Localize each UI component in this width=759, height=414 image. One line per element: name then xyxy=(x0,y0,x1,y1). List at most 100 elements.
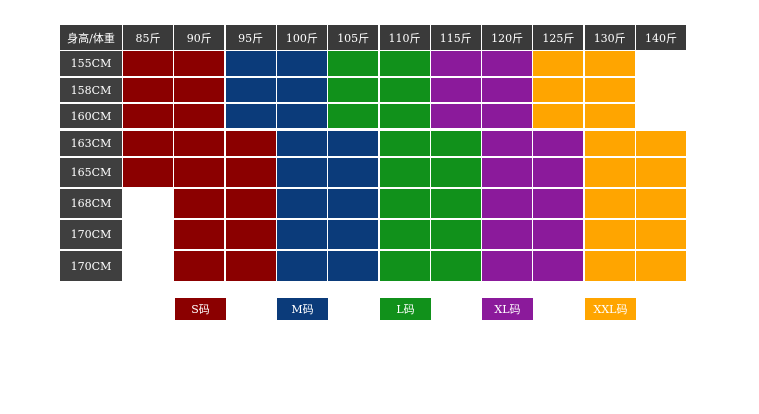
size-cell xyxy=(636,158,686,187)
size-cell xyxy=(482,51,533,76)
header-cell: 95斤 xyxy=(225,25,276,50)
size-cell xyxy=(174,251,225,281)
size-cell xyxy=(533,251,584,281)
header-cell: 120斤 xyxy=(482,25,533,50)
size-cell xyxy=(584,104,635,128)
size-cell xyxy=(430,131,481,156)
size-cell xyxy=(379,51,430,76)
header-cell: 85斤 xyxy=(123,25,173,50)
size-cell xyxy=(482,220,533,249)
header-cell: 125斤 xyxy=(533,25,584,50)
size-cell xyxy=(379,189,430,218)
size-cell xyxy=(430,189,481,218)
size-cell xyxy=(328,104,379,128)
size-cell xyxy=(482,251,533,281)
size-cell xyxy=(276,189,327,218)
size-cell xyxy=(636,189,686,218)
size-cell xyxy=(482,104,533,128)
row-label: 160CM xyxy=(60,104,122,128)
size-cell xyxy=(482,78,533,102)
header-cell: 105斤 xyxy=(328,25,379,50)
size-cell xyxy=(225,158,276,187)
size-cell xyxy=(430,51,481,76)
row-label: 158CM xyxy=(60,78,122,102)
size-cell xyxy=(276,78,327,102)
header-cell: 100斤 xyxy=(276,25,327,50)
size-cell xyxy=(328,51,379,76)
size-cell xyxy=(379,251,430,281)
row-label: 163CM xyxy=(60,131,122,156)
size-cell xyxy=(225,189,276,218)
size-cell xyxy=(533,51,584,76)
size-cell xyxy=(174,131,225,156)
size-cell xyxy=(225,251,276,281)
row-label: 168CM xyxy=(60,189,122,218)
legend-item: L码 xyxy=(380,298,431,320)
size-cell xyxy=(174,220,225,249)
legend-item: XL码 xyxy=(482,298,533,320)
header-cell: 110斤 xyxy=(379,25,430,50)
size-cell xyxy=(276,104,327,128)
size-cell xyxy=(533,104,584,128)
size-cell xyxy=(276,220,327,249)
size-cell xyxy=(328,189,379,218)
header-cell: 130斤 xyxy=(584,25,635,50)
header-cell: 140斤 xyxy=(636,25,686,50)
size-cell xyxy=(225,104,276,128)
size-cell xyxy=(225,131,276,156)
size-cell xyxy=(533,131,584,156)
size-cell xyxy=(533,189,584,218)
size-cell xyxy=(430,158,481,187)
header-cell: 身高/体重 xyxy=(60,25,122,50)
size-cell xyxy=(123,131,173,156)
size-cell xyxy=(636,131,686,156)
size-cell xyxy=(174,104,225,128)
size-cell xyxy=(584,189,635,218)
row-label: 155CM xyxy=(60,51,122,76)
size-cell xyxy=(584,51,635,76)
size-cell xyxy=(276,158,327,187)
size-cell xyxy=(430,78,481,102)
legend-item: M码 xyxy=(277,298,328,320)
size-cell xyxy=(482,131,533,156)
size-cell xyxy=(379,131,430,156)
row-label: 170CM xyxy=(60,251,122,281)
size-cell xyxy=(225,51,276,76)
size-cell xyxy=(636,220,686,249)
size-cell xyxy=(174,78,225,102)
size-cell xyxy=(636,251,686,281)
size-cell xyxy=(533,220,584,249)
size-cell xyxy=(328,158,379,187)
size-cell xyxy=(276,51,327,76)
size-cell xyxy=(379,78,430,102)
size-cell xyxy=(328,131,379,156)
size-cell xyxy=(328,251,379,281)
size-cell xyxy=(276,131,327,156)
size-cell xyxy=(533,158,584,187)
size-cell xyxy=(379,104,430,128)
size-cell xyxy=(379,158,430,187)
header-cell: 115斤 xyxy=(430,25,481,50)
size-cell xyxy=(430,251,481,281)
size-cell xyxy=(276,251,327,281)
size-cell xyxy=(328,78,379,102)
size-cell xyxy=(123,158,173,187)
size-cell xyxy=(584,158,635,187)
size-cell xyxy=(328,220,379,249)
size-cell xyxy=(174,189,225,218)
legend-item: S码 xyxy=(175,298,226,320)
size-cell xyxy=(533,78,584,102)
size-cell xyxy=(482,189,533,218)
size-cell xyxy=(174,51,225,76)
size-cell xyxy=(225,78,276,102)
size-cell xyxy=(123,51,173,76)
size-cell xyxy=(584,78,635,102)
size-cell xyxy=(379,220,430,249)
row-label: 165CM xyxy=(60,158,122,187)
size-cell xyxy=(430,220,481,249)
size-cell xyxy=(430,104,481,128)
size-cell xyxy=(123,104,173,128)
size-cell xyxy=(123,78,173,102)
size-cell xyxy=(584,131,635,156)
